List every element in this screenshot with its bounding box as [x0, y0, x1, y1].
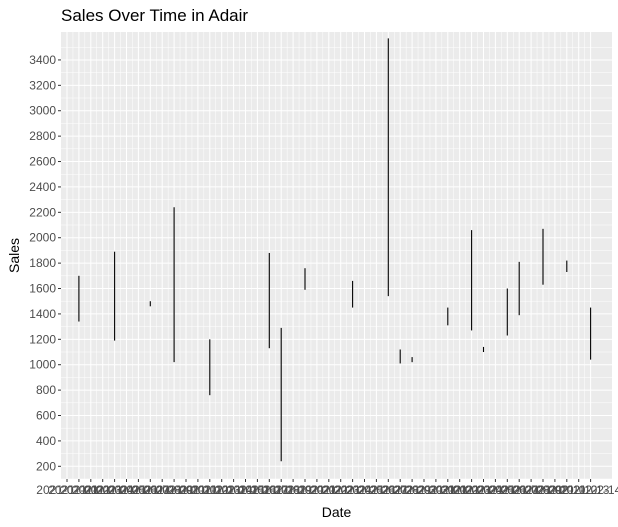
- x-tick-label: 2021-01-28: [358, 483, 420, 497]
- x-tick-label: 2021-01-29: [370, 483, 432, 497]
- y-tick-label: 1600: [29, 282, 56, 296]
- x-tick-label: 2021-01-09: [132, 483, 194, 497]
- x-axis: 2021-01-012021-01-022021-01-032021-01-04…: [36, 479, 618, 497]
- y-tick-label: 1000: [29, 358, 56, 372]
- y-tick-label: 2400: [29, 180, 56, 194]
- x-tick-label: 2021-01-07: [108, 483, 170, 497]
- x-tick-label: 2021-02-05: [453, 483, 515, 497]
- y-tick-label: 3200: [29, 78, 56, 92]
- y-tick-label: 600: [36, 409, 56, 423]
- x-tick-label: 2021-02-01: [405, 483, 467, 497]
- x-tick-label: 2021-01-08: [120, 483, 182, 497]
- x-tick-label: 2021-01-16: [215, 483, 277, 497]
- y-tick-label: 2200: [29, 205, 56, 219]
- grid-major: [61, 32, 612, 479]
- x-tick-label: 2021-01-23: [298, 483, 360, 497]
- x-tick-label: 2021-01-10: [143, 483, 205, 497]
- x-tick-label: 2021-01-17: [227, 483, 289, 497]
- x-tick-label: 2021-01-18: [239, 483, 301, 497]
- x-tick-label: 2021-02-03: [429, 483, 491, 497]
- x-tick-label: 2021-01-02: [48, 483, 110, 497]
- x-tick-label: 2021-02-08: [489, 483, 551, 497]
- x-tick-label: 2021-01-14: [191, 483, 253, 497]
- y-tick-label: 1200: [29, 332, 56, 346]
- x-tick-label: 2021-01-11: [156, 483, 217, 497]
- x-tick-label: 2021-02-02: [417, 483, 479, 497]
- y-tick-label: 2000: [29, 231, 56, 245]
- x-tick-label: 2021-01-01: [36, 483, 98, 497]
- x-tick-label: 2021-01-12: [167, 483, 229, 497]
- x-tick-label: 2021-02-13: [548, 483, 610, 497]
- y-tick-label: 3000: [29, 104, 56, 118]
- chart-title: Sales Over Time in Adair: [61, 6, 249, 25]
- y-axis: 200 400 600 800 1000 1200 1400 1600 1800 2000 2200…: [29, 53, 61, 473]
- x-axis-title: Date: [322, 504, 352, 520]
- x-tick-label: 2021-01-25: [322, 483, 384, 497]
- x-tick-label: 2021-01-06: [96, 483, 158, 497]
- x-tick-label: 2021-01-13: [179, 483, 241, 497]
- x-tick-label: 2021-02-06: [465, 483, 527, 497]
- y-tick-label: 1800: [29, 256, 56, 270]
- y-tick-label: 3400: [29, 53, 56, 67]
- y-tick-label: 200: [36, 459, 56, 473]
- x-tick-label: 2021-01-04: [72, 483, 134, 497]
- x-tick-label: 2021-01-31: [393, 483, 455, 497]
- x-tick-label: 2021-01-26: [334, 483, 396, 497]
- x-tick-label: 2021-02-14: [560, 483, 618, 497]
- y-tick-label: 2600: [29, 155, 56, 169]
- y-tick-label: 800: [36, 383, 56, 397]
- y-tick-label: 1400: [29, 307, 56, 321]
- x-tick-label: 2021-02-10: [512, 483, 574, 497]
- y-tick-label: 400: [36, 434, 56, 448]
- y-axis-title: Sales: [6, 238, 22, 273]
- x-tick-label: 2021-02-04: [441, 483, 503, 497]
- data-marks: [78, 38, 592, 462]
- x-tick-label: 2021-02-12: [536, 483, 598, 497]
- x-tick-label: 2021-02-11: [525, 483, 586, 497]
- x-tick-label: 2021-01-19: [251, 483, 313, 497]
- x-tick-label: 2021-01-24: [310, 483, 372, 497]
- x-tick-label: 2021-01-30: [381, 483, 443, 497]
- x-tick-label: 2021-01-22: [286, 483, 348, 497]
- x-tick-label: 2021-02-09: [500, 483, 562, 497]
- x-tick-label: 2021-01-03: [60, 483, 122, 497]
- x-tick-label: 2021-01-20: [262, 483, 324, 497]
- x-tick-label: 2021-01-15: [203, 483, 265, 497]
- x-tick-label: 2021-01-05: [84, 483, 146, 497]
- x-tick-label: 2021-01-27: [346, 483, 408, 497]
- plot-panel: [61, 32, 612, 479]
- y-tick-label: 2800: [29, 129, 56, 143]
- grid-minor: [61, 32, 612, 480]
- x-tick-label: 2021-01-21: [274, 483, 336, 497]
- x-tick-label: 2021-02-07: [477, 483, 539, 497]
